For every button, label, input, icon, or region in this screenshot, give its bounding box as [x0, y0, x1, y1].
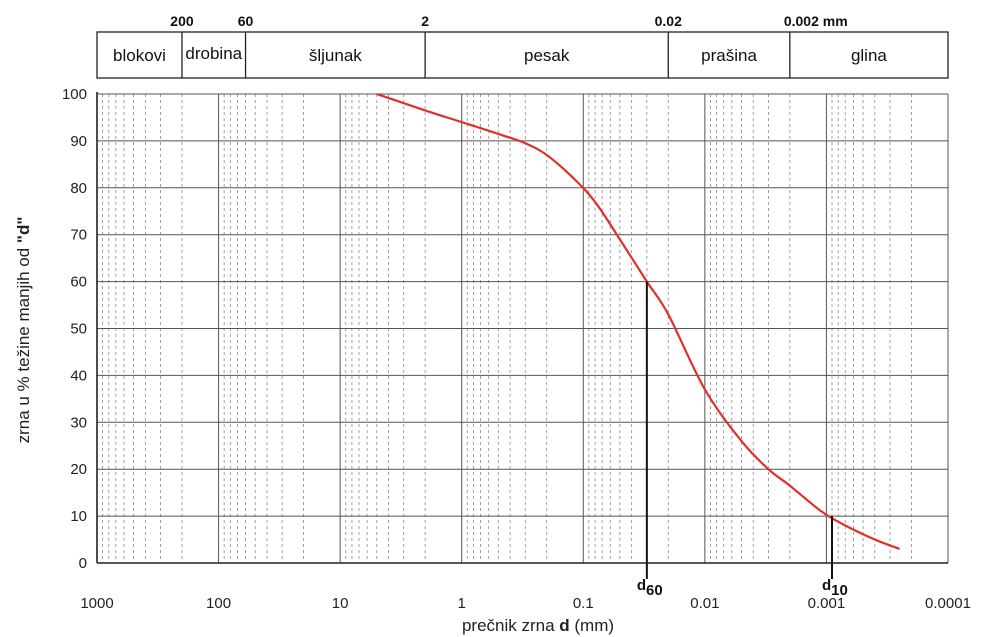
boundary-label: 2: [421, 13, 429, 29]
y-tick-label: 60: [70, 274, 87, 291]
boundary-label: 200: [170, 13, 194, 29]
fraction-band: blokovi drobina šljunak pesak prašina glina20…: [96, 13, 949, 79]
grid: [96, 93, 949, 564]
x-tick-label: 100: [206, 595, 231, 612]
x-tick-label: 10: [332, 595, 349, 612]
fraction-label: glina: [851, 46, 887, 65]
series-layer: [376, 92, 900, 550]
y-tick-label: 70: [70, 227, 87, 244]
boundary-label: 0.02: [655, 13, 682, 29]
boundary-label: 60: [238, 13, 254, 29]
fraction-label: šljunak: [309, 46, 362, 65]
y-tick-label: 20: [70, 461, 87, 478]
y-tick-label: 0: [79, 555, 87, 572]
fraction-label: prašina: [701, 46, 757, 65]
axes: 1000 100 10 1 0.1 0.01 0.001 0.0001100908070605…: [62, 86, 971, 612]
y-tick-label: 90: [70, 133, 87, 150]
x-tick-label: 1: [458, 595, 466, 612]
y-tick-label: 80: [70, 180, 87, 197]
d10-label: d10: [822, 577, 848, 599]
x-tick-label: 0.0001: [925, 595, 971, 612]
y-axis-title: zrna u % težine manjih od "d": [14, 217, 33, 444]
x-tick-label: 0.1: [573, 595, 594, 612]
boundary-label: 0.002 mm: [784, 13, 848, 29]
y-tick-label: 100: [62, 86, 87, 103]
x-tick-label: 0.01: [690, 595, 719, 612]
y-tick-label: 10: [70, 508, 87, 525]
x-tick-label: 0.001: [808, 595, 846, 612]
x-tick-label: 1000: [80, 595, 113, 612]
marker-layer: d60 d10: [637, 281, 848, 599]
y-tick-label: 30: [70, 414, 87, 431]
y-tick-label: 50: [70, 321, 87, 338]
y-tick-label: 40: [70, 367, 87, 384]
grading-curve: [376, 92, 900, 550]
d60-label: d60: [637, 577, 663, 599]
fraction-band-frame: [96, 31, 949, 79]
fraction-label: pesak: [524, 46, 570, 65]
x-axis-title: prečnik zrna d (mm): [462, 616, 614, 635]
fraction-label: drobina: [185, 44, 242, 63]
fraction-label: blokovi: [113, 46, 166, 65]
